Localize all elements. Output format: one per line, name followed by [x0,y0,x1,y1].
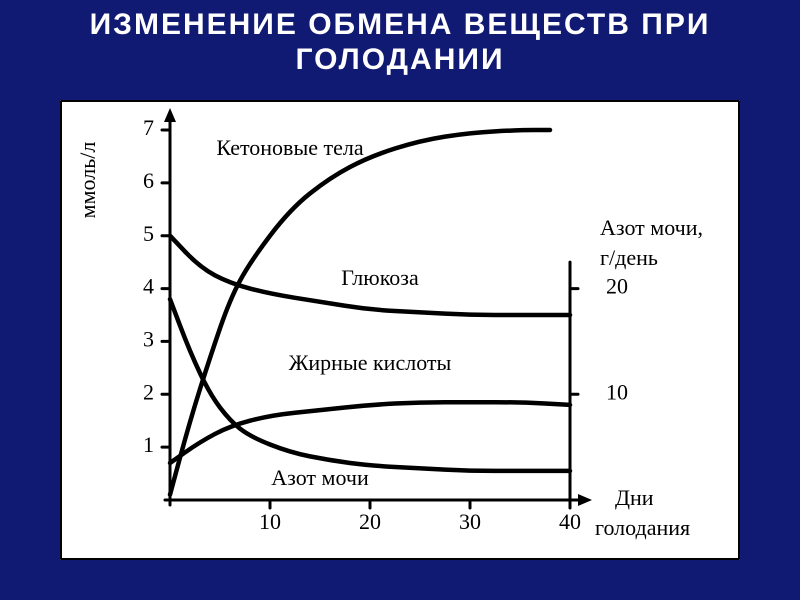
y2-tick-label: 20 [606,274,628,299]
y-tick-label: 1 [143,432,154,457]
y-tick-label: 3 [143,326,154,351]
x-tick-label: 40 [559,509,581,534]
y2-tick-label: 10 [606,379,628,404]
y-tick-label: 6 [143,168,154,193]
urine-nitrogen-label: Азот мочи [271,465,369,490]
x-days-label: Дни [615,485,654,510]
y-tick-label: 7 [143,115,154,140]
ketone-label: Кетоновые тела [216,135,363,160]
fatty-acids-label: Жирные кислоты [289,350,452,375]
slide: ИЗМЕНЕНИЕ ОБМЕНА ВЕЩЕСТВ ПРИ ГОЛОДАНИИ м… [0,0,800,600]
curves-group [170,130,570,495]
right-axis-label-1: Азот мочи, [600,215,703,240]
x-tick-label: 10 [259,509,281,534]
x-tick-label: 30 [459,509,481,534]
ketone-curve [170,130,550,495]
y-tick-label: 5 [143,221,154,246]
urine_nitrogen-curve [170,299,570,471]
chart-panel: ммоль/л Азот мочи, г/день Дни голодания … [60,100,740,560]
fatty_acids-curve [170,402,570,463]
y-tick-label: 2 [143,379,154,404]
chart-svg: ммоль/л Азот мочи, г/день Дни голодания … [60,100,740,560]
slide-title: ИЗМЕНЕНИЕ ОБМЕНА ВЕЩЕСТВ ПРИ ГОЛОДАНИИ [0,8,800,77]
y-tick-label: 4 [143,274,154,299]
x-tick-label: 20 [359,509,381,534]
glucose-label: Глюкоза [341,265,419,290]
right-axis-label-2: г/день [600,245,658,270]
x-fasting-label: голодания [595,515,690,540]
y-unit-label: ммоль/л [75,142,100,219]
